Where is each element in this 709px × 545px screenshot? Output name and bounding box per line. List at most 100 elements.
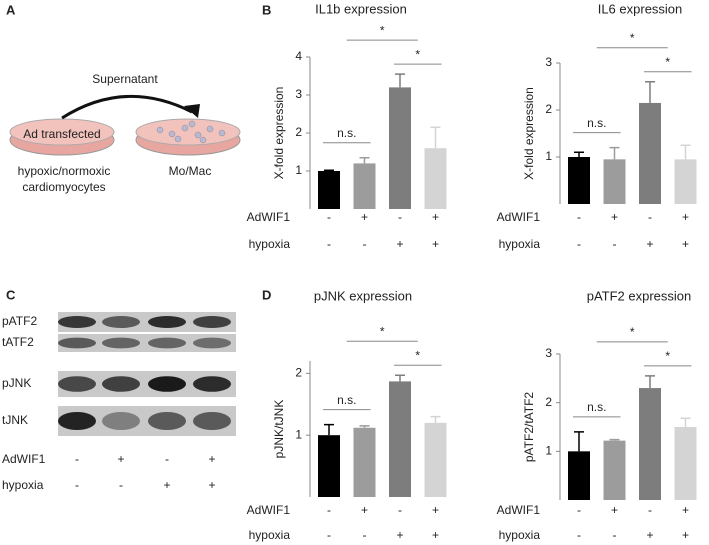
arrow-label: Supernatant <box>92 72 158 86</box>
row-label: AdWIF1 <box>497 503 541 517</box>
y-tick-label: 2 <box>295 125 302 139</box>
row-sign: - <box>327 503 331 517</box>
panel-letter: C <box>6 287 16 302</box>
bar <box>603 159 626 204</box>
y-tick-label: 2 <box>545 102 552 116</box>
y-tick-label: 1 <box>295 427 302 441</box>
row-sign: - <box>648 503 652 517</box>
y-tick-label: 3 <box>545 346 552 360</box>
row-sign: + <box>432 528 439 542</box>
row-label: hypoxia <box>249 528 291 542</box>
row-sign: + <box>208 478 215 492</box>
blot-band <box>102 376 140 392</box>
row-sign: + <box>682 528 689 542</box>
significance-label: * <box>415 348 420 362</box>
bar <box>568 451 590 500</box>
bar <box>674 159 697 204</box>
chart-title: pJNK expression <box>314 288 412 303</box>
error-bar <box>680 417 691 427</box>
error-bar <box>574 151 584 157</box>
bar <box>424 422 447 497</box>
row-sign: + <box>646 237 653 251</box>
y-tick-label: 2 <box>295 366 302 380</box>
row-sign: + <box>117 452 124 466</box>
error-bar <box>609 146 620 160</box>
row-sign: - <box>577 503 581 517</box>
blot-band <box>58 412 96 430</box>
panel-letter: B <box>262 2 271 17</box>
bar <box>389 381 411 497</box>
error-bar <box>680 144 691 160</box>
row-sign: + <box>396 237 403 251</box>
row-sign: + <box>208 452 215 466</box>
blot-band <box>193 316 231 328</box>
error-bar <box>430 415 441 423</box>
bar <box>603 440 626 500</box>
bar <box>353 163 376 209</box>
row-sign: - <box>577 210 581 224</box>
dish-target <box>135 118 241 156</box>
significance-label: n.s. <box>337 126 356 140</box>
row-sign: + <box>396 528 403 542</box>
row-label: AdWIF1 <box>497 210 541 224</box>
error-bar <box>359 156 370 164</box>
significance-label: n.s. <box>337 393 356 407</box>
y-tick-label: 2 <box>545 395 552 409</box>
significance-label: n.s. <box>587 400 606 414</box>
row-sign: - <box>613 237 617 251</box>
row-label: hypoxia <box>249 237 291 251</box>
row-label: hypoxia <box>2 478 44 492</box>
row-label: AdWIF1 <box>2 452 46 466</box>
significance-label: n.s. <box>587 116 606 130</box>
row-sign: + <box>432 210 439 224</box>
error-bar <box>324 169 334 171</box>
row-sign: - <box>363 528 367 542</box>
bar <box>674 427 697 500</box>
y-axis-label: X-fold expression <box>272 87 286 180</box>
significance-label: * <box>665 55 670 69</box>
row-sign: + <box>361 503 368 517</box>
row-sign: - <box>577 237 581 251</box>
y-tick-label: 3 <box>545 55 552 69</box>
bar <box>639 102 661 204</box>
target-label: Mo/Mac <box>169 164 212 178</box>
blot-band <box>193 376 231 392</box>
blot-band <box>102 412 140 430</box>
bar <box>639 388 661 500</box>
blot-band <box>102 337 140 349</box>
significance-label: * <box>630 31 635 45</box>
blot-label: pATF2 <box>2 314 37 328</box>
blot-label: tATF2 <box>2 335 34 349</box>
chart-title: pATF2 expression <box>587 288 692 303</box>
chart-title: IL1b expression <box>315 1 407 16</box>
row-sign: - <box>327 210 331 224</box>
row-sign: - <box>327 237 331 251</box>
error-bar <box>430 126 441 149</box>
row-label: hypoxia <box>499 528 541 542</box>
bar <box>318 171 340 209</box>
y-axis-label: X-fold expression <box>522 87 536 180</box>
blot-strip <box>58 334 236 352</box>
row-sign: - <box>165 452 169 466</box>
y-tick-label: 1 <box>295 163 302 177</box>
error-bar <box>395 374 405 382</box>
chart-title: IL6 expression <box>598 1 683 16</box>
y-tick-label: 1 <box>545 444 552 458</box>
row-sign: + <box>682 210 689 224</box>
blot-band <box>148 337 186 349</box>
row-sign: - <box>75 478 79 492</box>
row-sign: + <box>682 503 689 517</box>
blot-band <box>148 316 186 328</box>
row-sign: - <box>75 452 79 466</box>
blot-band <box>58 337 96 349</box>
row-sign: + <box>682 237 689 251</box>
blot-label: tJNK <box>2 413 28 427</box>
significance-label: * <box>415 47 420 61</box>
row-sign: - <box>119 478 123 492</box>
row-sign: - <box>613 528 617 542</box>
error-bar <box>609 438 620 441</box>
y-tick-label: 1 <box>545 149 552 163</box>
bar <box>353 427 376 497</box>
y-axis-label: pATF2/tATF2 <box>522 392 536 463</box>
row-sign: + <box>432 237 439 251</box>
